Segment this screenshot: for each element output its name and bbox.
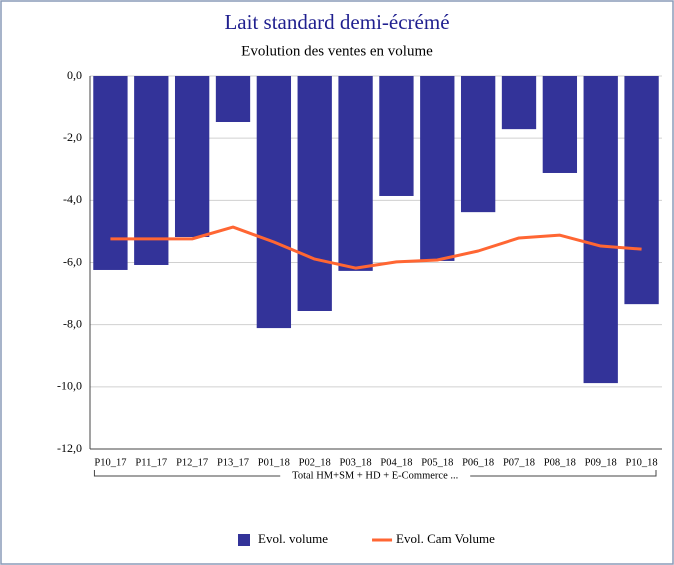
bar: [542, 76, 578, 173]
y-tick-label: -6,0: [63, 254, 82, 268]
x-tick-label: P05_18: [421, 457, 453, 468]
bar: [174, 76, 210, 238]
bar: [420, 76, 455, 261]
x-tick-label: P09_18: [585, 457, 617, 468]
bar: [501, 76, 537, 130]
bar: [256, 76, 292, 329]
x-tick-label: P03_18: [340, 457, 372, 468]
x-tick-label: P06_18: [462, 457, 494, 468]
chart-subtitle: Evolution des ventes en volume: [241, 43, 433, 59]
y-tick-label: -8,0: [63, 316, 82, 330]
x-tick-label: P07_18: [503, 457, 535, 468]
x-tick-label: P02_18: [299, 457, 331, 468]
legend-label: Evol. volume: [258, 531, 328, 546]
x-tick-label: P10_18: [626, 457, 658, 468]
bar: [379, 76, 414, 196]
x-tick-label: P08_18: [544, 457, 576, 468]
y-tick-label: -4,0: [63, 192, 82, 206]
group-label: Total HM+SM + HD + E-Commerce ...: [292, 470, 458, 481]
legend-label: Evol. Cam Volume: [396, 531, 495, 546]
bar: [297, 76, 332, 311]
x-tick-label: P10_17: [94, 457, 126, 468]
x-tick-label: P01_18: [258, 457, 290, 468]
line: [110, 225, 642, 270]
chart-title: Lait standard demi-écrémé: [224, 10, 449, 34]
bar: [93, 76, 128, 270]
bar: [215, 76, 251, 123]
y-tick-label: -2,0: [63, 130, 82, 144]
y-tick-label: -10,0: [57, 379, 82, 393]
y-tick-label: -12,0: [57, 441, 82, 455]
legend-swatch: [238, 534, 250, 546]
x-tick-label: P04_18: [380, 457, 412, 468]
bar: [338, 76, 373, 271]
group-bracket: [93, 470, 657, 477]
bar: [134, 76, 169, 265]
x-tick-label: P13_17: [217, 457, 249, 468]
bar: [460, 76, 496, 213]
y-tick-label: 0,0: [67, 68, 82, 82]
x-tick-label: P12_17: [176, 457, 208, 468]
bar: [583, 76, 618, 384]
bar: [624, 76, 659, 305]
x-tick-label: P11_17: [135, 457, 167, 468]
